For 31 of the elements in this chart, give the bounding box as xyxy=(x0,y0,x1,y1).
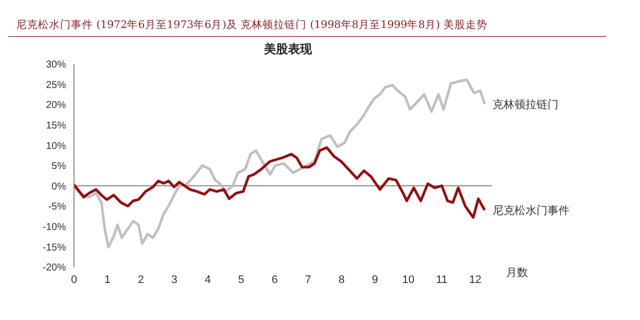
x-tick-label: 3 xyxy=(171,274,178,286)
x-tick-label: 9 xyxy=(372,274,378,286)
x-axis-title: 月数 xyxy=(506,266,528,279)
line-series xyxy=(74,146,486,219)
y-tick-label: 15% xyxy=(46,120,66,132)
y-tick-label: -10% xyxy=(42,222,66,233)
x-tick-label: 4 xyxy=(204,274,211,286)
x-tick-label: 5 xyxy=(238,274,244,286)
x-tick-label: 0 xyxy=(70,274,78,286)
x-tick-label: 6 xyxy=(272,274,278,286)
y-tick-label: 10% xyxy=(46,140,66,152)
y-tick-label: 0% xyxy=(52,181,66,192)
x-tick-label: 10 xyxy=(402,274,415,286)
y-tick-label: 20% xyxy=(46,100,66,112)
x-tick-label: 11 xyxy=(436,274,448,286)
chart-subtitle: 美股表现 xyxy=(263,41,313,58)
x-tick-label: 8 xyxy=(338,274,345,286)
y-tick-label: 5% xyxy=(52,161,66,172)
series-label: 克林顿拉链门 xyxy=(492,98,559,111)
x-tick-label: 7 xyxy=(305,274,312,286)
x-tick-label: 1 xyxy=(104,274,111,286)
y-tick-label: 25% xyxy=(46,80,66,91)
series-label: 尼克松水门事件 xyxy=(492,204,570,218)
y-tick-label: 30% xyxy=(46,60,66,71)
x-tick-label: 12 xyxy=(469,274,482,286)
y-tick-label: -20% xyxy=(42,262,66,274)
x-tick-label: 2 xyxy=(138,274,144,286)
y-tick-label: -15% xyxy=(42,242,66,254)
y-tick-label: -5% xyxy=(48,202,66,213)
line-series xyxy=(74,78,486,248)
chart-title: 尼克松水门事件 (1972年6月至1973年6月)及 克林顿拉链门 (1998年8月至1999年8月) 美股走势 xyxy=(8,8,606,37)
